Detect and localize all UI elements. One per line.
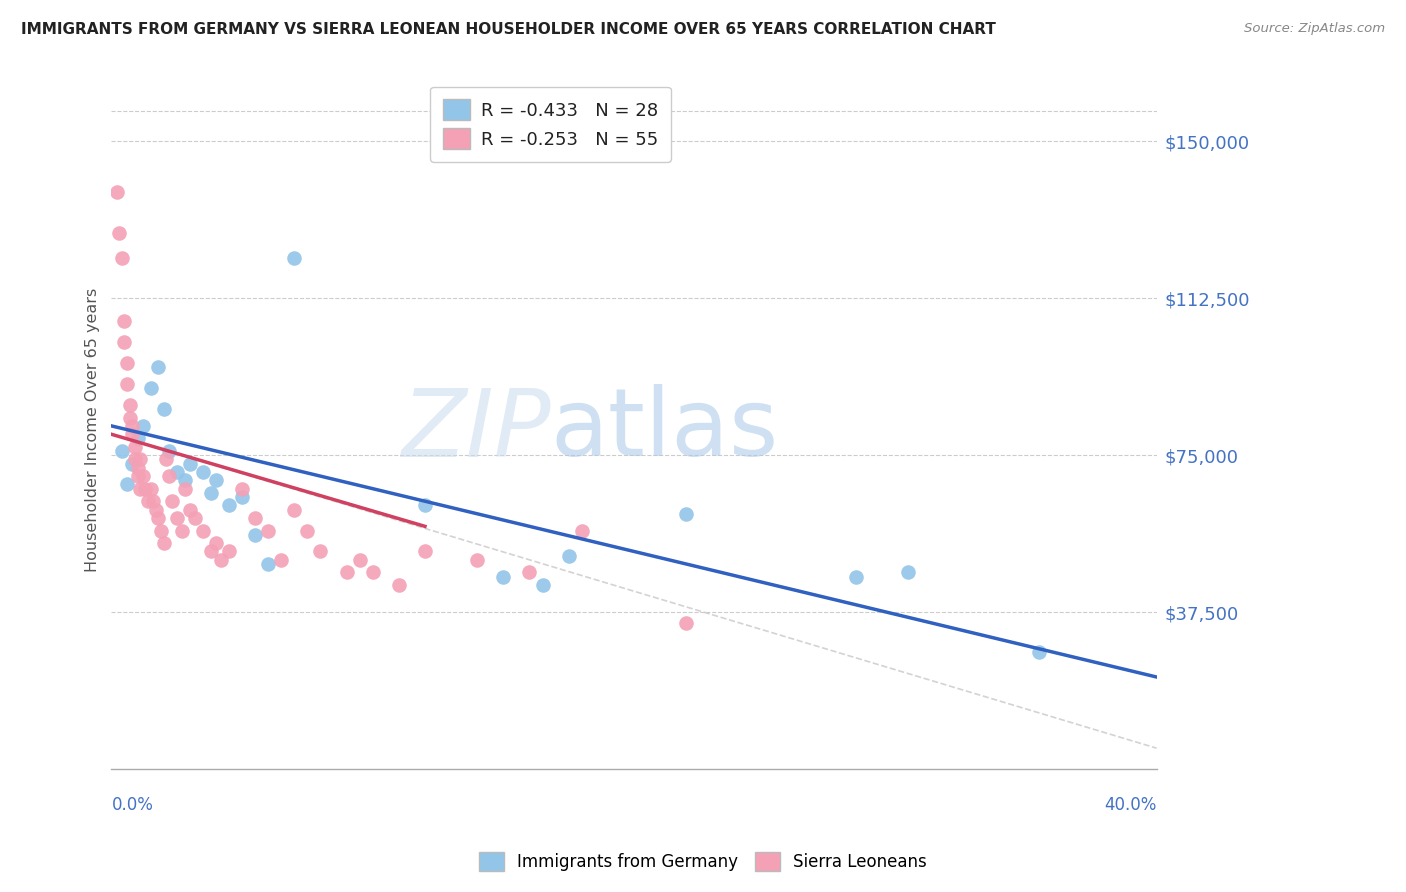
Point <box>243 511 266 525</box>
Point <box>114 314 136 328</box>
Point <box>283 502 305 516</box>
Point <box>118 410 141 425</box>
Point <box>166 465 188 479</box>
Point <box>105 185 128 199</box>
Point <box>675 615 697 630</box>
Point <box>465 553 488 567</box>
Point <box>205 473 228 487</box>
Point <box>127 432 149 446</box>
Point <box>118 398 141 412</box>
Point <box>218 544 240 558</box>
Point <box>132 469 155 483</box>
Point <box>139 381 162 395</box>
Point <box>114 335 136 350</box>
Point <box>309 544 332 558</box>
Point <box>115 356 138 370</box>
Point <box>160 494 183 508</box>
Point <box>218 499 240 513</box>
Point <box>388 578 411 592</box>
Point <box>191 465 214 479</box>
Point <box>492 569 515 583</box>
Point <box>136 494 159 508</box>
Point <box>845 569 868 583</box>
Point <box>170 524 193 538</box>
Point <box>191 524 214 538</box>
Point <box>571 524 593 538</box>
Legend: R = -0.433   N = 28, R = -0.253   N = 55: R = -0.433 N = 28, R = -0.253 N = 55 <box>430 87 671 161</box>
Point <box>173 473 195 487</box>
Point <box>148 360 170 375</box>
Point <box>124 440 146 454</box>
Point <box>111 252 134 266</box>
Text: IMMIGRANTS FROM GERMANY VS SIERRA LEONEAN HOUSEHOLDER INCOME OVER 65 YEARS CORRE: IMMIGRANTS FROM GERMANY VS SIERRA LEONEA… <box>21 22 995 37</box>
Point <box>129 482 152 496</box>
Text: 0.0%: 0.0% <box>111 797 153 814</box>
Point <box>283 252 305 266</box>
Point <box>209 553 232 567</box>
Point <box>115 477 138 491</box>
Point <box>335 566 357 580</box>
Point <box>557 549 579 563</box>
Text: 40.0%: 40.0% <box>1104 797 1157 814</box>
Point <box>675 507 697 521</box>
Point <box>257 557 280 571</box>
Point <box>127 460 149 475</box>
Point <box>243 527 266 541</box>
Point <box>413 544 436 558</box>
Point <box>897 566 920 580</box>
Point <box>157 469 180 483</box>
Point <box>166 511 188 525</box>
Point <box>127 469 149 483</box>
Point <box>157 444 180 458</box>
Point <box>111 444 134 458</box>
Point <box>361 566 384 580</box>
Point <box>121 427 143 442</box>
Text: atlas: atlas <box>550 384 779 476</box>
Point <box>531 578 554 592</box>
Point <box>200 486 222 500</box>
Point <box>152 536 174 550</box>
Text: Source: ZipAtlas.com: Source: ZipAtlas.com <box>1244 22 1385 36</box>
Point <box>297 524 319 538</box>
Point <box>519 566 541 580</box>
Point <box>205 536 228 550</box>
Point <box>148 511 170 525</box>
Point <box>145 502 167 516</box>
Point <box>413 499 436 513</box>
Point <box>139 482 162 496</box>
Point <box>1028 645 1050 659</box>
Point <box>108 227 131 241</box>
Point <box>231 482 253 496</box>
Point <box>231 490 253 504</box>
Point <box>124 452 146 467</box>
Point <box>349 553 371 567</box>
Point <box>121 457 143 471</box>
Point <box>121 418 143 433</box>
Point <box>179 457 201 471</box>
Point <box>150 524 173 538</box>
Point <box>200 544 222 558</box>
Point <box>257 524 280 538</box>
Point <box>179 502 201 516</box>
Y-axis label: Householder Income Over 65 years: Householder Income Over 65 years <box>86 288 100 572</box>
Point <box>184 511 207 525</box>
Point <box>134 482 156 496</box>
Point <box>173 482 195 496</box>
Point <box>115 377 138 392</box>
Legend: Immigrants from Germany, Sierra Leoneans: Immigrants from Germany, Sierra Leoneans <box>471 843 935 880</box>
Point <box>129 452 152 467</box>
Point <box>142 494 165 508</box>
Point <box>152 402 174 417</box>
Point <box>155 452 177 467</box>
Point <box>270 553 292 567</box>
Text: ZIP: ZIP <box>401 384 550 475</box>
Point <box>132 418 155 433</box>
